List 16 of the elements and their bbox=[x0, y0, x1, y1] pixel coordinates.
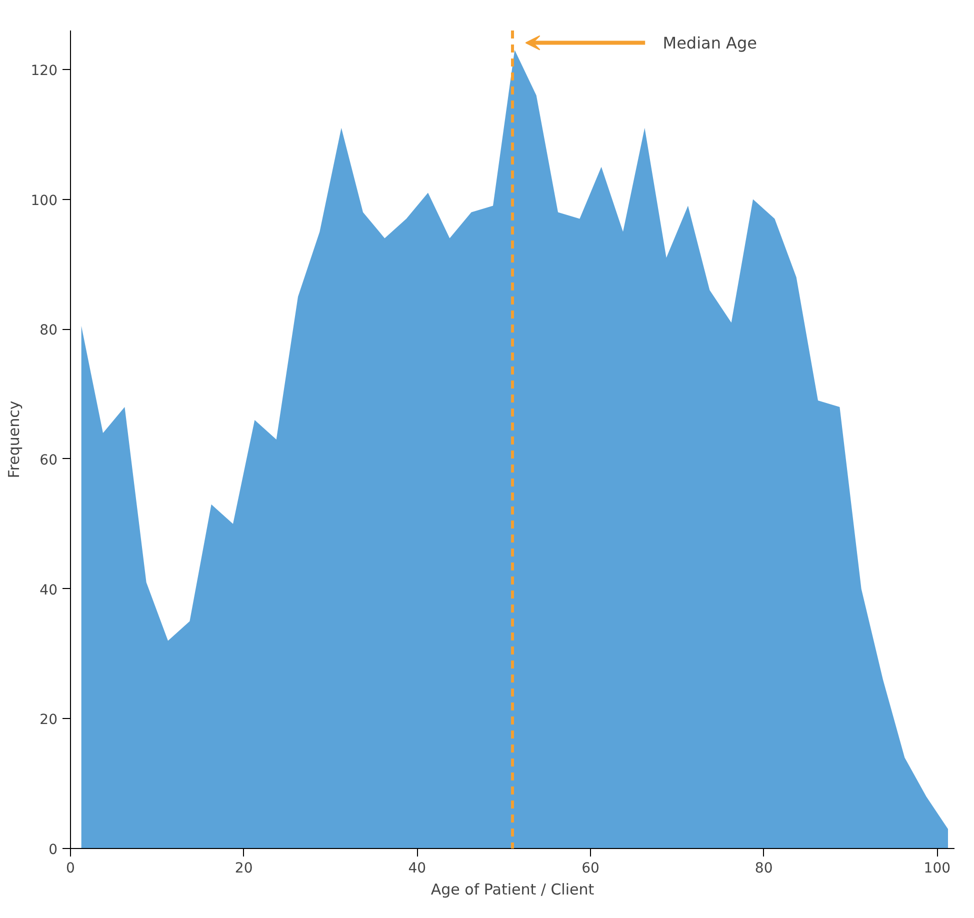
y-tick-label: 100 bbox=[30, 192, 58, 209]
y-tick-label: 60 bbox=[40, 452, 58, 468]
y-tick-label: 0 bbox=[48, 842, 58, 858]
x-tick-label: 60 bbox=[582, 860, 600, 876]
x-tick-label: 20 bbox=[234, 860, 253, 876]
y-tick-label: 20 bbox=[40, 712, 58, 728]
y-tick-label: 120 bbox=[30, 62, 58, 79]
y-tick-label: 80 bbox=[40, 322, 58, 339]
x-tick-label: 100 bbox=[924, 860, 951, 876]
annotation: Median Age bbox=[662, 33, 758, 52]
x-axis-title: Age of Patient / Client bbox=[430, 880, 594, 898]
x-tick-label: 80 bbox=[754, 860, 773, 876]
y-axis-title: Frequency bbox=[4, 400, 23, 478]
x-tick-label: 0 bbox=[66, 860, 75, 876]
y-tick-label: 40 bbox=[40, 582, 58, 598]
x-tick-label: 40 bbox=[408, 860, 426, 876]
